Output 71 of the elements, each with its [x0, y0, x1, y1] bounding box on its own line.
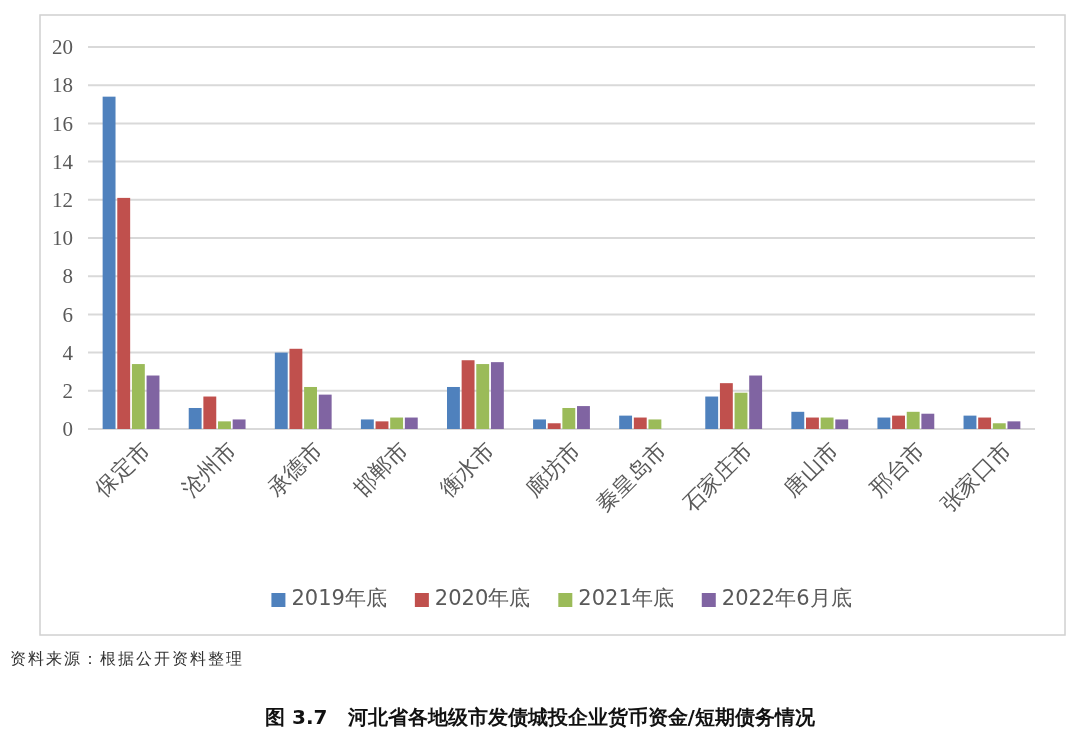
x-tick-label: 石家庄市	[677, 436, 758, 517]
x-tick-label: 唐山市	[779, 436, 844, 502]
x-tick-label: 廊坊市	[520, 436, 586, 502]
bar	[203, 396, 217, 429]
bar	[232, 419, 246, 429]
x-tick-label: 秦皇岛市	[591, 436, 672, 517]
bar	[992, 423, 1006, 429]
bar	[404, 417, 418, 429]
y-tick-label: 8	[62, 264, 73, 289]
legend-label: 2022年6月底	[721, 586, 852, 610]
bar	[547, 423, 561, 429]
bar	[117, 197, 131, 429]
x-tick-label: 张家口市	[935, 436, 1016, 517]
bar	[318, 394, 332, 429]
bar	[749, 375, 763, 429]
bar	[360, 419, 374, 429]
bar	[102, 96, 116, 429]
bar	[533, 419, 546, 429]
x-tick-label: 邢台市	[865, 436, 930, 502]
bar	[791, 411, 805, 429]
y-tick-label: 0	[62, 417, 73, 442]
bar	[289, 348, 303, 429]
bar	[963, 415, 977, 429]
legend-label: 2019年底	[291, 586, 387, 610]
y-tick-label: 10	[52, 226, 73, 251]
bar	[461, 360, 475, 429]
y-tick-label: 16	[52, 111, 73, 136]
bar	[705, 396, 719, 429]
bar	[633, 417, 647, 429]
bar	[835, 419, 849, 429]
y-tick-label: 2	[62, 379, 73, 404]
legend-label: 2021年底	[578, 586, 674, 610]
x-tick-label: 保定市	[90, 436, 155, 502]
bar	[906, 411, 920, 429]
bar	[820, 417, 834, 429]
y-tick-label: 4	[62, 340, 74, 365]
bar	[734, 392, 748, 429]
bar	[146, 375, 160, 429]
bar	[447, 386, 460, 429]
bar	[375, 421, 389, 429]
bar	[476, 364, 490, 429]
bar	[577, 406, 590, 429]
bar	[806, 417, 819, 429]
x-tick-label: 邯郸市	[348, 436, 413, 502]
bar	[1007, 421, 1021, 429]
y-tick-label: 18	[52, 73, 73, 98]
bar	[648, 419, 662, 429]
bar	[304, 386, 317, 429]
y-tick-label: 20	[52, 35, 73, 60]
x-tick-label: 沧州市	[176, 436, 241, 502]
legend-label: 2020年底	[434, 586, 531, 610]
y-tick-label: 12	[52, 188, 73, 213]
bar	[619, 415, 633, 429]
bar	[978, 417, 992, 429]
y-tick-label: 6	[62, 302, 73, 327]
text: 图 3.7 河北省各地级市发债城投企业货币资金/短期债务情况	[265, 705, 816, 729]
y-tick-label: 14	[52, 149, 74, 174]
bar	[892, 415, 905, 429]
bar	[719, 383, 733, 429]
bar	[390, 417, 404, 429]
bar	[188, 407, 202, 429]
x-tick-label: 衡水市	[434, 436, 500, 502]
text: 资料来源：根据公开资料整理	[10, 649, 244, 668]
bar	[562, 407, 576, 429]
bar	[877, 417, 891, 429]
bar	[218, 421, 231, 429]
x-tick-label: 承德市	[262, 436, 327, 502]
bar	[131, 364, 145, 429]
bar	[921, 413, 935, 429]
bar	[274, 352, 288, 429]
bar	[490, 362, 504, 429]
